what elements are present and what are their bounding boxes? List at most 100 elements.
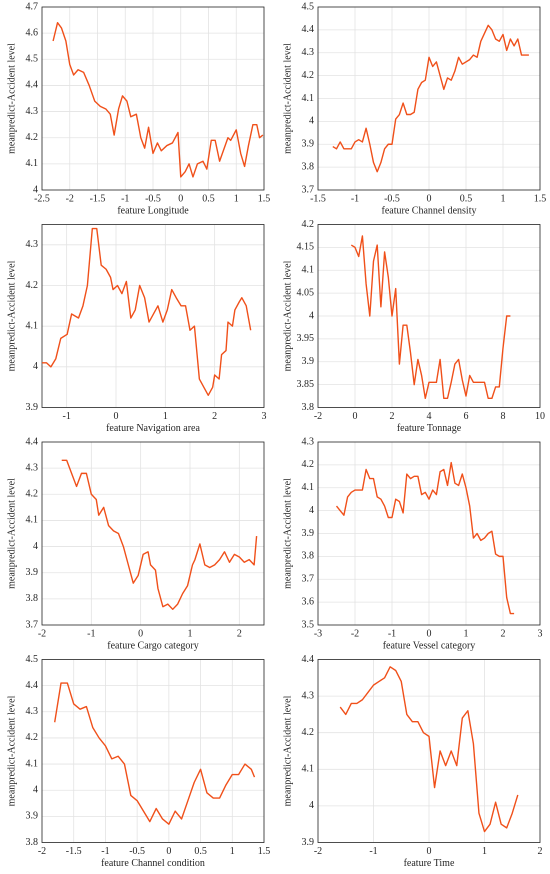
x-tick-label: -1 (101, 846, 109, 857)
y-axis-label: meanpredict-Accident level (282, 478, 293, 589)
x-tick-label: 0 (427, 628, 432, 639)
data-line (350, 235, 511, 400)
x-tick-label: -2 (314, 411, 322, 422)
x-tick-label: -1.5 (90, 193, 106, 204)
y-tick-label: 4.1 (302, 482, 315, 493)
y-axis-label: meanpredict-Accident level (6, 695, 17, 806)
axes-frame (317, 441, 541, 626)
panel: 3.9 4 4.1 4.2 4.3 -1 0 1 2 3 feature Navigation ar… (6, 224, 267, 434)
y-tick-label: 4 (33, 541, 38, 552)
y-tick-label: 4 (309, 116, 314, 127)
y-tick-label: 4.1 (302, 265, 315, 276)
y-tick-label: 4.6 (26, 27, 39, 38)
y-tick-label: 4 (309, 800, 314, 811)
x-tick-label: 3 (262, 411, 267, 422)
y-tick-label: 4.4 (26, 680, 39, 691)
y-tick-label: 4.1 (26, 758, 39, 769)
panel: 3.7 3.8 3.9 4 4.1 4.2 4.3 4.4 4.5 -1.5 -1 -0.5 0 0.5 1… (282, 1, 546, 216)
x-tick-label: 2 (212, 411, 217, 422)
x-tick-label: 2 (501, 628, 506, 639)
y-axis-label: meanpredict-Accident level (282, 260, 293, 371)
x-tick-label: -1 (351, 193, 359, 204)
x-tick-label: -1.5 (66, 846, 82, 857)
y-tick-label: 3.9 (26, 811, 39, 822)
x-tick-label: -0.5 (145, 193, 161, 204)
x-tick-label: -0.5 (129, 846, 145, 857)
x-tick-label: 4 (427, 411, 432, 422)
y-tick-label: 3.9 (302, 356, 315, 367)
x-tick-label: -1 (369, 846, 377, 857)
panel: 3.8 3.85 3.9 3.95 4 4.05 4.1 4.15 4.2 -2 0 2 4 6 8 10 fe… (282, 219, 545, 434)
x-tick-label: -1 (121, 193, 129, 204)
y-tick-label: 4.3 (26, 462, 39, 473)
x-tick-label: 0 (138, 628, 143, 639)
y-axis-label: meanpredict-Accident level (6, 478, 17, 589)
x-tick-label: 1.5 (258, 846, 271, 857)
x-axis-label: feature Vessel category (383, 640, 476, 651)
panel: 3.5 3.6 3.7 3.8 3.9 4 4.1 4.2 4.3 -3 -2 -1 0 1 2 3 featu… (282, 436, 542, 651)
x-tick-label: 8 (501, 411, 506, 422)
x-tick-label: 0 (427, 846, 432, 857)
x-tick-label: 1 (464, 628, 469, 639)
y-tick-label: 4.2 (302, 459, 315, 470)
x-tick-label: 1 (482, 846, 487, 857)
data-line (52, 21, 264, 178)
y-tick-label: 4.1 (302, 93, 315, 104)
y-tick-label: 4.3 (302, 47, 315, 58)
x-tick-label: 3 (538, 628, 543, 639)
y-tick-label: 4.15 (297, 242, 315, 253)
y-tick-label: 4.4 (302, 654, 315, 665)
y-tick-label: 4 (309, 505, 314, 516)
x-tick-label: -1 (62, 411, 70, 422)
y-tick-label: 4.5 (302, 1, 315, 12)
y-tick-label: 3.6 (302, 596, 315, 607)
y-tick-label: 4.2 (26, 732, 39, 743)
y-tick-label: 4.3 (26, 106, 39, 117)
y-tick-label: 3.9 (302, 139, 315, 150)
y-tick-label: 4 (33, 361, 38, 372)
y-tick-label: 4 (33, 785, 38, 796)
x-tick-label: 1 (234, 193, 239, 204)
y-tick-label: 3.8 (302, 161, 315, 172)
axes-frame (41, 441, 265, 626)
y-tick-label: 3.5 (302, 619, 315, 630)
y-tick-label: 4.2 (302, 70, 315, 81)
x-tick-label: 1 (501, 193, 506, 204)
axes-frame (41, 659, 265, 843)
data-line (53, 682, 256, 825)
panel: 4 4.1 4.2 4.3 4.4 4.5 4.6 4.7 -2.5 -2 -1.5 -1 -0.5 0 0… (6, 1, 270, 216)
x-tick-label: 0 (427, 193, 432, 204)
x-axis-label: feature Navigation area (106, 423, 200, 434)
y-tick-label: 4 (309, 310, 314, 321)
x-tick-label: 1.5 (258, 193, 271, 204)
plot-background (42, 659, 264, 843)
y-tick-label: 4.1 (302, 764, 315, 775)
y-tick-label: 3.8 (26, 593, 39, 604)
y-tick-label: 4.2 (302, 727, 315, 738)
y-tick-label: 4.5 (26, 54, 39, 65)
x-tick-label: 1 (163, 411, 168, 422)
x-tick-label: -2 (351, 628, 359, 639)
data-line (42, 227, 252, 396)
data-line (335, 461, 515, 615)
y-tick-label: 4.5 (26, 654, 39, 665)
x-tick-label: 1 (230, 846, 235, 857)
axes-frame (317, 6, 541, 191)
x-tick-label: 2 (538, 846, 543, 857)
x-tick-label: 0 (353, 411, 358, 422)
y-tick-label: 3.9 (26, 402, 39, 413)
plot-background (42, 442, 264, 625)
x-tick-label: 0.5 (202, 193, 215, 204)
y-tick-label: 4.2 (26, 132, 39, 143)
y-tick-label: 3.7 (302, 574, 315, 585)
x-axis-label: feature Tonnage (397, 423, 462, 434)
x-axis-label: feature Time (404, 858, 455, 869)
x-tick-label: -1 (87, 628, 95, 639)
x-tick-label: -1.5 (310, 193, 326, 204)
x-tick-label: -0.5 (384, 193, 400, 204)
x-tick-label: 6 (464, 411, 469, 422)
x-tick-label: 1.5 (534, 193, 547, 204)
panel: 3.8 3.9 4 4.1 4.2 4.3 4.4 4.5 -2 -1.5 -1 -0.5 0 0.5 1 1… (6, 654, 270, 869)
x-tick-label: -2 (38, 846, 46, 857)
